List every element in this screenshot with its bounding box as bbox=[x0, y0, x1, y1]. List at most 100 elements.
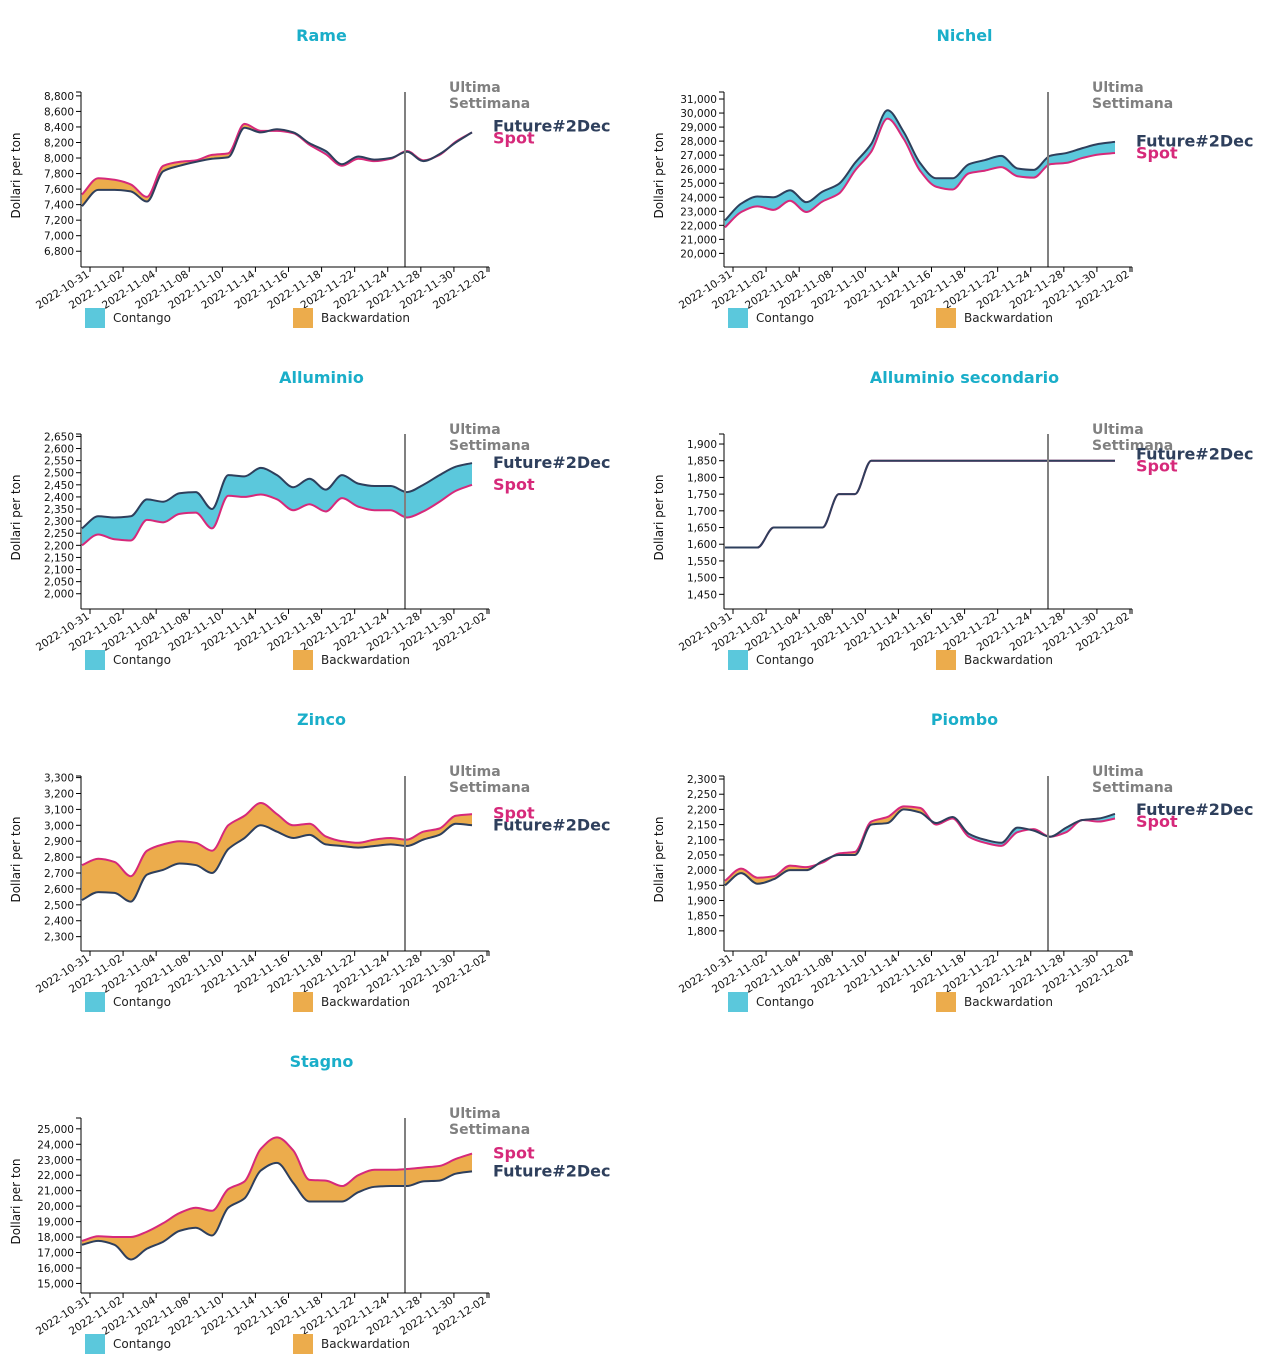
y-tick-label: 1,850 bbox=[687, 456, 717, 468]
legend-label: Contango bbox=[113, 311, 171, 325]
y-axis-label: Dollari per ton bbox=[9, 132, 23, 218]
chart-svg: 2,0002,0502,1002,1502,2002,2502,3002,350… bbox=[9, 422, 610, 654]
y-tick-label: 2,500 bbox=[44, 468, 74, 480]
y-tick-label: 23,000 bbox=[37, 1155, 74, 1167]
spot-line bbox=[81, 802, 473, 878]
legend-swatch bbox=[85, 1334, 105, 1354]
legend-swatch bbox=[85, 992, 105, 1012]
legend-label: Backwardation bbox=[964, 653, 1053, 667]
last-week-label-2: Settimana bbox=[449, 438, 530, 454]
legend-item-backwardation: Backwardation bbox=[936, 992, 1053, 1012]
y-tick-label: 25,000 bbox=[680, 178, 717, 190]
last-week-label-1: Ultima bbox=[449, 1106, 501, 1122]
legend-label: Backwardation bbox=[321, 653, 410, 667]
y-tick-label: 27,000 bbox=[680, 150, 717, 162]
y-tick-label: 26,000 bbox=[680, 164, 717, 176]
y-tick-label: 2,150 bbox=[44, 552, 74, 564]
legend-swatch bbox=[85, 650, 105, 670]
y-tick-label: 2,250 bbox=[687, 789, 717, 801]
legend-item-backwardation: Backwardation bbox=[293, 1334, 410, 1354]
future-line bbox=[81, 1161, 473, 1261]
future-line bbox=[81, 462, 473, 530]
y-tick-label: 1,600 bbox=[687, 539, 717, 551]
future-line bbox=[724, 109, 1116, 222]
future-line bbox=[81, 822, 473, 903]
legend-label: Contango bbox=[113, 653, 171, 667]
y-tick-label: 2,450 bbox=[44, 480, 74, 492]
legend-label: Backwardation bbox=[321, 1337, 410, 1351]
y-tick-label: 8,400 bbox=[44, 122, 74, 134]
legend-label: Backwardation bbox=[964, 311, 1053, 325]
legend-item-contango: Contango bbox=[85, 992, 171, 1012]
contango-area bbox=[82, 463, 472, 546]
chart-panel-5: Piombo 1,800 1,850 1,900 1,950 2,000 2,050 2,10… bbox=[643, 684, 1285, 1026]
chart-title: Stagno bbox=[289, 1052, 354, 1071]
legend-label: Contango bbox=[756, 653, 814, 667]
spot-end-label: Spot bbox=[1136, 812, 1178, 831]
chart-title: Piombo bbox=[930, 710, 999, 729]
y-tick-label: 23,000 bbox=[680, 206, 717, 218]
y-tick-label: 3,100 bbox=[44, 804, 74, 816]
chart-panel-3: Alluminio secondario 1,450 1,500 1,550 1,600… bbox=[643, 342, 1285, 684]
backwardation-area bbox=[725, 460, 1115, 548]
last-week-label-1: Ultima bbox=[449, 764, 501, 780]
legend-item-contango: Contango bbox=[85, 650, 171, 670]
legend-label: Backwardation bbox=[321, 995, 410, 1009]
y-tick-label: 8,200 bbox=[44, 137, 74, 149]
chart-title: Alluminio secondario bbox=[869, 368, 1060, 387]
chart-svg: 1,450 1,500 1,550 1,600 1,650 1,700 1,750 1,800… bbox=[652, 422, 1253, 654]
chart-svg: 2,300 2,400 2,500 2,600 2,700 2,800 2,900 3,000… bbox=[9, 764, 610, 996]
legend-swatch bbox=[293, 1334, 313, 1354]
spot-end-label: Spot bbox=[493, 128, 535, 147]
spot-end-label: Spot bbox=[493, 475, 535, 494]
y-tick-label: 2,350 bbox=[44, 504, 74, 516]
spot-line bbox=[724, 117, 1116, 229]
y-tick-label: 20,000 bbox=[680, 248, 717, 260]
y-tick-label: 8,600 bbox=[44, 106, 74, 118]
last-week-label-1: Ultima bbox=[1092, 422, 1144, 438]
y-tick-label: 24,000 bbox=[37, 1139, 74, 1151]
y-tick-label: 1,850 bbox=[687, 911, 717, 923]
chart-panel-0: Rame 6,800 7,000 7,200 7,400 7,600 7,800 8,000 8… bbox=[0, 0, 643, 342]
y-tick-label: 2,400 bbox=[44, 916, 74, 928]
legend-item-backwardation: Backwardation bbox=[293, 650, 410, 670]
y-tick-label: 21,000 bbox=[37, 1186, 74, 1198]
legend-swatch bbox=[293, 650, 313, 670]
y-tick-label: 1,800 bbox=[687, 926, 717, 938]
spot-line bbox=[725, 459, 1115, 549]
spot-line bbox=[81, 1136, 473, 1242]
y-tick-label: 2,200 bbox=[687, 804, 717, 816]
legend-item-contango: Contango bbox=[728, 650, 814, 670]
future-end-label: Future#2Dec bbox=[493, 453, 610, 472]
y-tick-label: 8,000 bbox=[44, 153, 74, 165]
future-line bbox=[81, 126, 473, 207]
legend-swatch bbox=[293, 992, 313, 1012]
legend-swatch bbox=[936, 992, 956, 1012]
y-tick-label: 1,900 bbox=[687, 895, 717, 907]
contango-area bbox=[725, 110, 1115, 228]
future-end-label: Future#2Dec bbox=[1136, 800, 1253, 819]
y-tick-label: 22,000 bbox=[680, 220, 717, 232]
legend-swatch bbox=[936, 650, 956, 670]
future-end-label: Future#2Dec bbox=[1136, 445, 1253, 464]
y-tick-label: 2,150 bbox=[687, 820, 717, 832]
chart-title: Rame bbox=[296, 26, 347, 45]
future-line bbox=[724, 808, 1116, 887]
y-tick-label: 2,400 bbox=[44, 492, 74, 504]
y-tick-label: 2,000 bbox=[44, 589, 74, 601]
legend-item-contango: Contango bbox=[728, 992, 814, 1012]
spot-end-label: Spot bbox=[1136, 143, 1178, 162]
backwardation-area bbox=[82, 1137, 472, 1260]
chart-panel-4: Zinco 2,300 2,400 2,500 2,600 2,700 2,800 2,900… bbox=[0, 684, 643, 1026]
y-tick-label: 18,000 bbox=[37, 1232, 74, 1244]
y-tick-label: 2,100 bbox=[687, 835, 717, 847]
last-week-label-2: Settimana bbox=[1092, 96, 1173, 112]
future-end-label: Future#2Dec bbox=[493, 816, 610, 835]
chart-panel-1: Nichel 20,000 21,000 22,000 23,000 24,000 25,0… bbox=[643, 0, 1285, 342]
y-axis-label: Dollari per ton bbox=[652, 474, 666, 560]
future-end-label: Future#2Dec bbox=[1136, 131, 1253, 150]
chart-panel-6: Stagno 15,000 16,000 17,000 18,000 19,000 20,0… bbox=[0, 1026, 643, 1368]
last-week-label-2: Settimana bbox=[449, 1122, 530, 1138]
y-tick-label: 2,600 bbox=[44, 444, 74, 456]
y-tick-label: 24,000 bbox=[680, 192, 717, 204]
